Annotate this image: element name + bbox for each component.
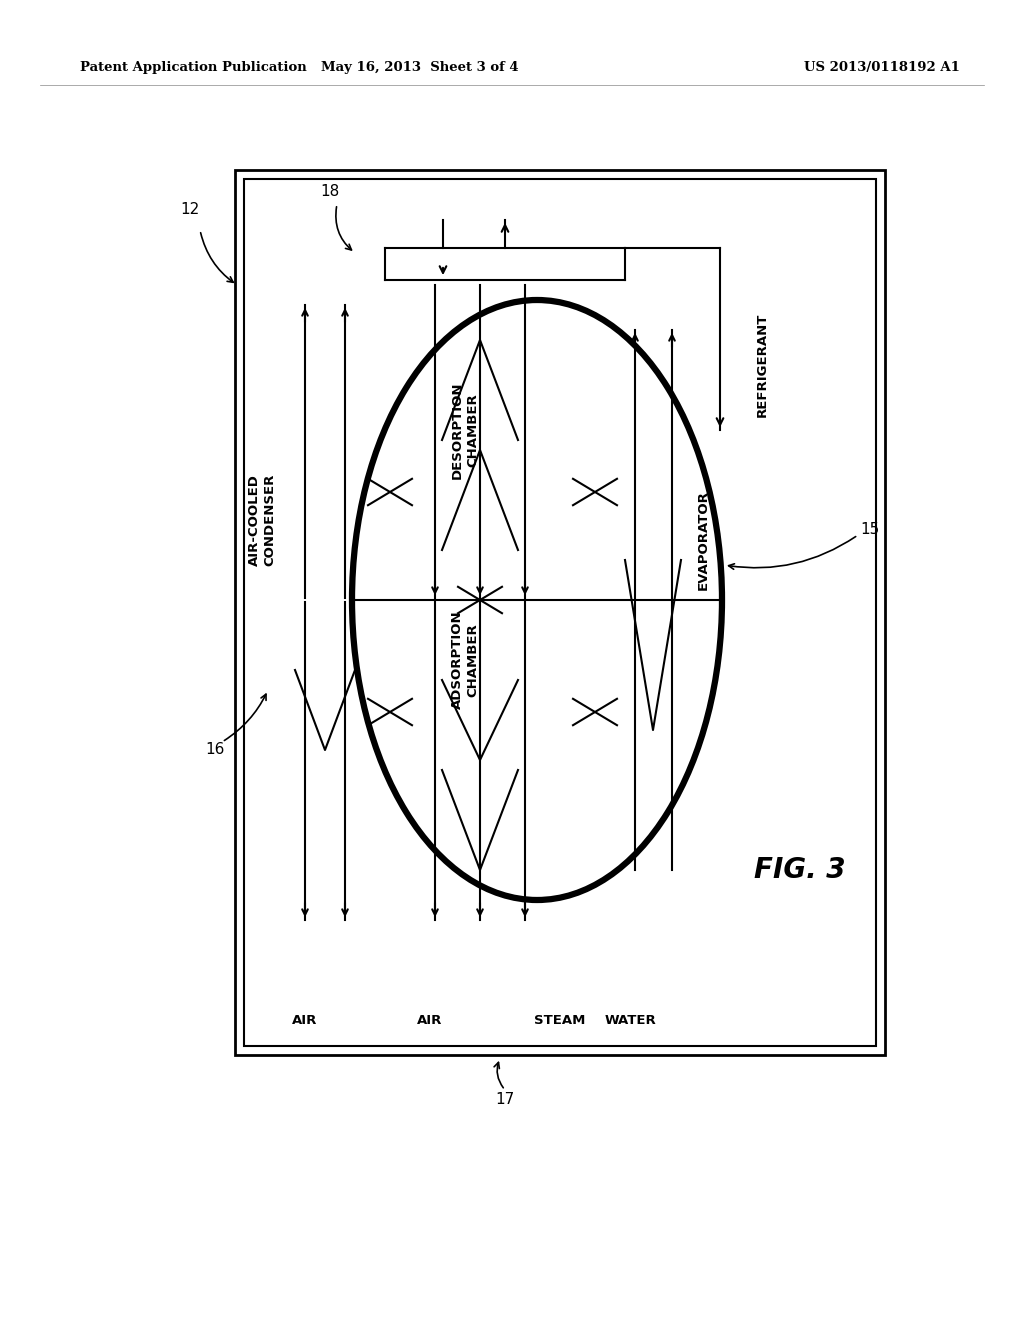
Text: 15: 15 — [860, 523, 880, 537]
Text: 16: 16 — [206, 742, 224, 758]
Text: REFRIGERANT: REFRIGERANT — [756, 313, 768, 417]
Text: AIR: AIR — [292, 1014, 317, 1027]
Text: US 2013/0118192 A1: US 2013/0118192 A1 — [804, 62, 961, 74]
Text: AIR: AIR — [418, 1014, 442, 1027]
Text: FIG. 3: FIG. 3 — [755, 855, 846, 884]
Text: DESORPTION
CHAMBER: DESORPTION CHAMBER — [451, 381, 479, 479]
Text: 12: 12 — [180, 202, 200, 218]
Text: May 16, 2013  Sheet 3 of 4: May 16, 2013 Sheet 3 of 4 — [322, 62, 519, 74]
Text: AIR-COOLED
CONDENSER: AIR-COOLED CONDENSER — [248, 474, 276, 566]
Text: WATER: WATER — [604, 1014, 656, 1027]
Text: 18: 18 — [321, 185, 340, 199]
Text: ADSORPTION
CHAMBER: ADSORPTION CHAMBER — [451, 611, 479, 709]
Text: Patent Application Publication: Patent Application Publication — [80, 62, 307, 74]
Text: EVAPORATOR: EVAPORATOR — [696, 490, 710, 590]
Text: 17: 17 — [496, 1093, 515, 1107]
Text: STEAM: STEAM — [535, 1014, 586, 1027]
